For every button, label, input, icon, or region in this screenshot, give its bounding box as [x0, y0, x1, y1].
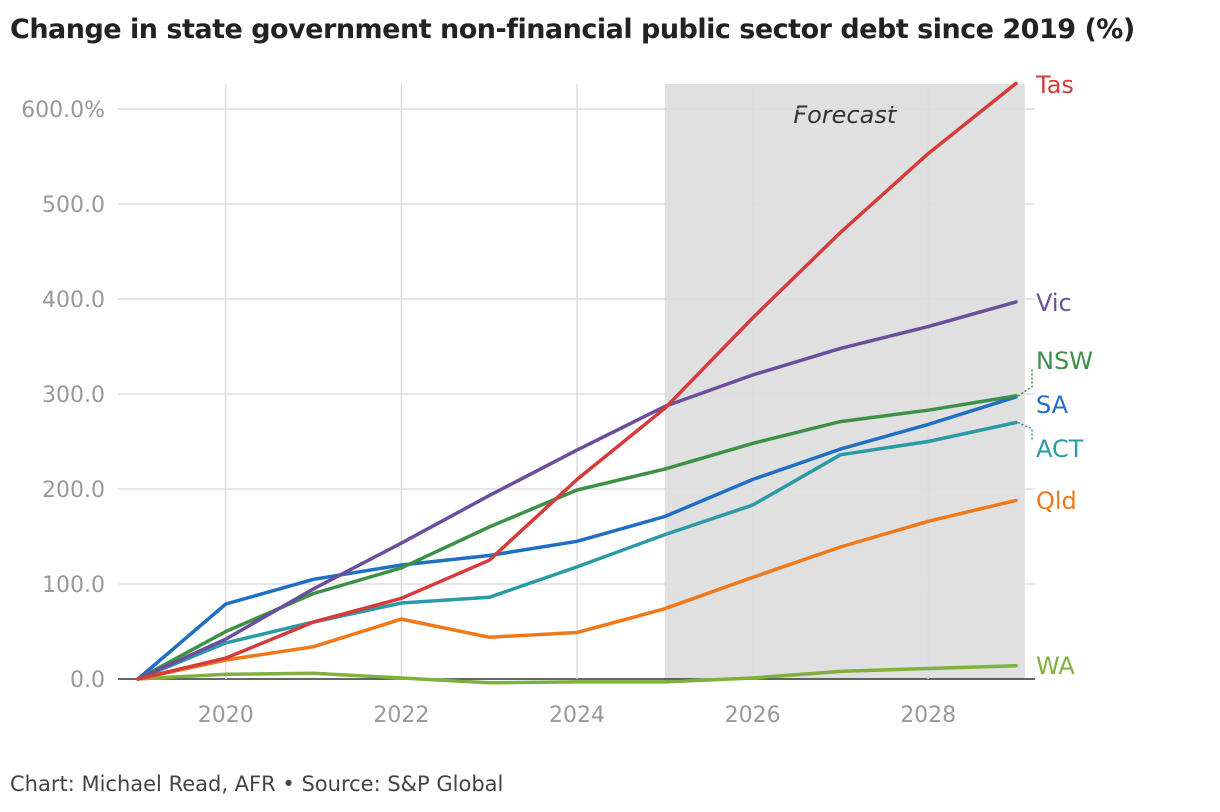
y-tick-label: 300.0: [42, 383, 105, 408]
y-tick-label: 600.0%: [21, 98, 105, 123]
series-line-tas: [136, 81, 1018, 681]
series-line-qld: [136, 498, 1018, 681]
series-label-wa: WA: [1036, 652, 1075, 680]
series-label-nsw: NSW: [1036, 347, 1093, 375]
y-tick-label: 200.0: [42, 478, 105, 503]
series-line-sa: [136, 395, 1018, 681]
y-tick-label: 0.0: [70, 668, 105, 693]
y-tick-label: 500.0: [42, 193, 105, 218]
y-tick-label: 400.0: [42, 288, 105, 313]
forecast-label: Forecast: [793, 101, 898, 129]
x-tick-label: 2020: [198, 703, 254, 728]
series-label-qld: Qld: [1036, 487, 1077, 515]
series-label-act: ACT: [1036, 435, 1084, 463]
x-tick-label: 2022: [373, 703, 429, 728]
x-tick-label: 2024: [549, 703, 605, 728]
label-leader-act: [1017, 421, 1033, 440]
chart-source-credit: Chart: Michael Read, AFR • Source: S&P G…: [10, 772, 504, 796]
x-tick-label: 2028: [900, 703, 956, 728]
forecast-shaded-region: [664, 84, 1025, 679]
series-line-wa: [136, 663, 1018, 685]
series-label-tas: Tas: [1035, 71, 1074, 99]
series-line-act: [136, 420, 1018, 681]
series-line-vic: [136, 300, 1018, 681]
series-label-vic: Vic: [1036, 289, 1072, 317]
label-leader-nsw: [1017, 368, 1033, 397]
x-tick-label: 2026: [725, 703, 781, 728]
series-label-sa: SA: [1036, 391, 1069, 419]
chart-title: Change in state government non-financial…: [10, 14, 1135, 45]
y-tick-label: 100.0: [42, 573, 105, 598]
